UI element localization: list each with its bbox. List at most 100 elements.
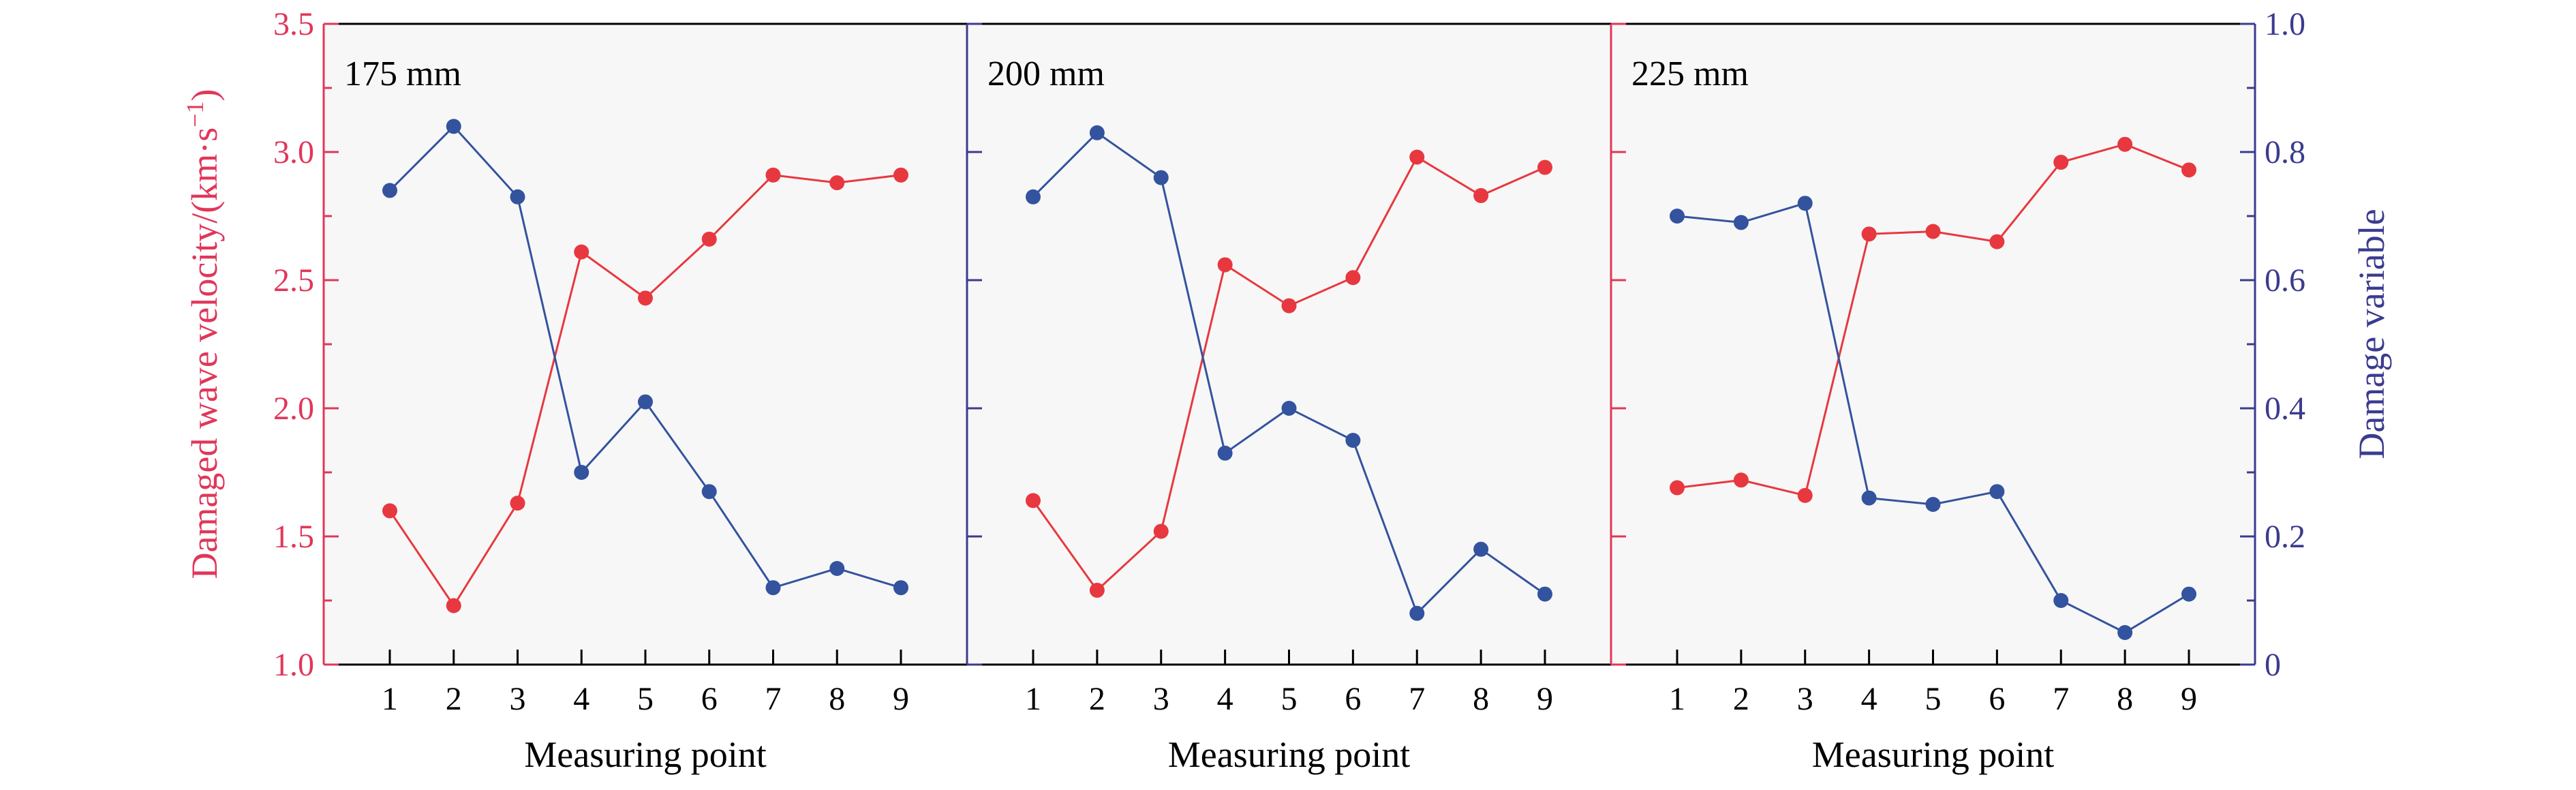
x-tick-label: 2 <box>446 681 462 717</box>
y-left-tick-label: 3.5 <box>273 6 314 42</box>
velocity-point <box>1925 224 1941 239</box>
y-right-tick-label: 0 <box>2265 647 2281 683</box>
velocity-point <box>765 167 781 183</box>
x-tick-label: 6 <box>701 681 718 717</box>
y-left-tick-label: 3.0 <box>273 134 314 170</box>
x-tick-label: 8 <box>1473 681 1489 717</box>
x-tick-label: 8 <box>829 681 845 717</box>
panel-background-3 <box>1611 24 2255 665</box>
panel-background-2 <box>967 24 1611 665</box>
velocity-point <box>638 290 653 306</box>
y-axis-right-title: Damage variable <box>2351 209 2392 459</box>
x-axis-title-panel-2: Measuring point <box>1168 734 1410 775</box>
velocity-point <box>1537 159 1552 175</box>
velocity-point <box>2053 155 2069 170</box>
velocity-point <box>893 167 908 183</box>
panel-background-1 <box>324 24 967 665</box>
labels-layer: Damaged wave velocity/(km·s−1) Damage va… <box>181 55 2392 775</box>
x-tick-label: 4 <box>1861 681 1877 717</box>
damage-point <box>1797 196 1813 211</box>
x-tick-label: 6 <box>1345 681 1361 717</box>
velocity-point <box>1089 582 1105 598</box>
x-tick-label: 9 <box>1537 681 1553 717</box>
velocity-point <box>382 503 397 519</box>
damage-point <box>638 394 653 410</box>
x-tick-label: 3 <box>1153 681 1169 717</box>
velocity-point <box>1989 234 2005 249</box>
damage-point <box>510 189 525 204</box>
damage-point <box>382 183 397 198</box>
y-axis-left-title-close: ) <box>184 89 225 101</box>
velocity-point <box>1217 257 1233 273</box>
x-tick-label: 1 <box>382 681 398 717</box>
x-axis-title-panel-1: Measuring point <box>524 734 766 775</box>
x-tick-label: 6 <box>1989 681 2005 717</box>
x-tick-label: 4 <box>573 681 589 717</box>
velocity-point <box>446 598 461 613</box>
x-tick-label: 8 <box>2117 681 2133 717</box>
x-tick-label: 7 <box>1409 681 1425 717</box>
x-tick-label: 1 <box>1025 681 1041 717</box>
y-axis-left-title: Damaged wave velocity/(km·s−1) <box>181 89 225 579</box>
velocity-point <box>829 175 845 191</box>
damage-point <box>765 580 781 596</box>
x-tick-label: 1 <box>1669 681 1685 717</box>
damage-point <box>574 465 589 480</box>
damage-point <box>446 119 461 134</box>
damage-point <box>1153 170 1169 185</box>
damage-point <box>2053 593 2069 608</box>
x-tick-label: 3 <box>1797 681 1813 717</box>
velocity-point <box>574 244 589 260</box>
damage-point <box>1861 490 1877 506</box>
panel-label-2: 200 mm <box>987 55 1105 93</box>
y-right-tick-label: 0.6 <box>2265 262 2305 299</box>
y-axis-left-title-main: Damaged wave velocity/(km·s <box>184 127 225 579</box>
damage-point <box>1026 189 1041 204</box>
x-tick-label: 7 <box>765 681 782 717</box>
y-left-tick-label: 1.0 <box>273 647 314 683</box>
y-axis-left-title-exponent: −1 <box>181 101 209 127</box>
x-tick-label: 5 <box>637 681 654 717</box>
velocity-point <box>510 496 525 511</box>
y-left-tick-label: 1.5 <box>273 519 314 555</box>
damage-point <box>829 561 845 576</box>
velocity-point <box>1345 270 1361 286</box>
damage-point <box>1409 605 1425 621</box>
velocity-point <box>1281 298 1297 314</box>
velocity-point <box>1733 472 1749 488</box>
velocity-point <box>1797 487 1813 503</box>
panel-label-3: 225 mm <box>1631 55 1749 93</box>
velocity-point <box>1473 187 1489 203</box>
x-tick-label: 2 <box>1089 681 1105 717</box>
y-right-tick-label: 0.4 <box>2265 391 2305 427</box>
damage-point <box>1537 586 1552 602</box>
x-tick-label: 5 <box>1281 681 1298 717</box>
velocity-point <box>2117 136 2133 152</box>
x-axis-title-panel-3: Measuring point <box>1812 734 2054 775</box>
damage-point <box>1670 209 1685 224</box>
damage-point <box>701 484 717 500</box>
x-tick-label: 9 <box>893 681 909 717</box>
damage-point <box>1089 125 1105 140</box>
y-left-tick-label: 2.0 <box>273 391 314 427</box>
series-layer <box>382 119 2196 640</box>
damage-point <box>1989 484 2005 500</box>
y-right-tick-label: 1.0 <box>2265 6 2305 42</box>
x-tick-label: 3 <box>510 681 526 717</box>
damage-point <box>1217 445 1233 461</box>
velocity-point <box>1861 226 1877 242</box>
x-tick-label: 4 <box>1217 681 1233 717</box>
damage-point <box>1925 497 1941 512</box>
velocity-point <box>1670 480 1685 496</box>
y-right-tick-label: 0.8 <box>2265 134 2305 170</box>
velocity-point <box>2181 162 2196 178</box>
panels-layer <box>324 24 2255 665</box>
x-tick-label: 5 <box>1925 681 1942 717</box>
y-right-tick-label: 0.2 <box>2265 519 2305 555</box>
damage-point <box>1281 401 1297 416</box>
x-tick-label: 9 <box>2181 681 2197 717</box>
ticks-layer: 1.0 1.5 2.0 2.5 3.0 3.5 0 0.2 0.4 0.6 0.8 1.0 1 2 3 4 5 6… <box>273 6 2305 717</box>
velocity-point <box>1153 523 1169 539</box>
damage-point <box>2117 625 2133 640</box>
